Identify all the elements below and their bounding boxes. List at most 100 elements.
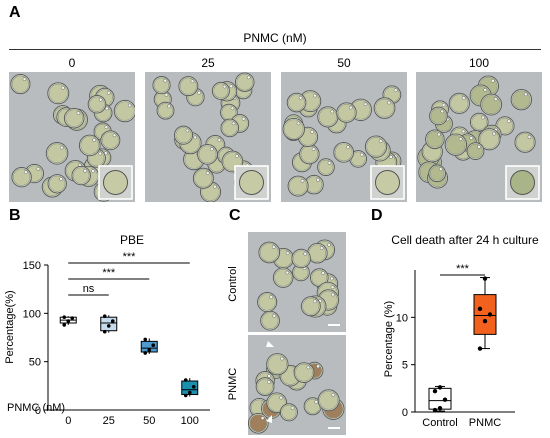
oocyte [173, 125, 194, 145]
data-point [477, 346, 483, 351]
panel-b-title: PBE [119, 233, 144, 247]
arrowhead-icon [266, 415, 272, 423]
box [140, 340, 158, 353]
data-point [477, 306, 483, 312]
oocyte [336, 102, 357, 123]
oocyte [211, 81, 230, 100]
scale-bar [328, 324, 340, 326]
oocyte [234, 72, 255, 93]
data-point [187, 390, 192, 395]
oocyte [220, 118, 240, 138]
oocyte [282, 117, 305, 141]
oocyte [477, 75, 500, 97]
panel-c-label-control: Control [227, 266, 239, 301]
data-point [482, 318, 488, 324]
panel-c-label-pnmc: PNMC [227, 368, 239, 400]
oocyte [425, 129, 445, 150]
oocyte [47, 174, 67, 194]
oocyte [299, 143, 320, 165]
data-point [106, 324, 111, 328]
oocyte [45, 142, 69, 165]
panel-b-xaxis-prefix: PNMC (nM) [7, 402, 66, 414]
oocyte [364, 135, 388, 158]
data-point [442, 397, 448, 402]
inset-oocyte [103, 170, 128, 195]
oocyte [317, 106, 339, 128]
oocyte [78, 134, 101, 157]
oocyte [260, 310, 280, 331]
y-tick-label: 5 [402, 360, 408, 372]
oocyte [257, 291, 278, 313]
x-tick-label: 100 [181, 415, 199, 427]
panel-a-header: PNMC (nM) [243, 31, 307, 45]
micrograph-50nm [281, 72, 407, 202]
panel-b-letter: B [9, 207, 21, 224]
data-point [432, 407, 438, 413]
data-point [437, 385, 443, 390]
data-point [183, 378, 188, 382]
oocyte [47, 82, 70, 105]
oocyte [197, 143, 218, 165]
oocyte [63, 107, 85, 129]
panel-c-letter: C [229, 207, 241, 224]
oocyte [469, 112, 489, 132]
conc-label-0: 0 [68, 56, 76, 70]
y-tick-label: 100 [23, 308, 41, 320]
panel-c-row-labels: Control PNMC [227, 266, 239, 400]
x-tick-label: 0 [65, 415, 71, 427]
oocyte [317, 158, 335, 177]
oocyte [478, 128, 501, 151]
data-point [151, 343, 156, 348]
data-point [437, 406, 443, 411]
x-tick-label: Control [422, 417, 457, 429]
oocyte [248, 412, 269, 434]
micrograph-pnmc [248, 335, 346, 435]
inset-oocyte [239, 170, 264, 195]
data-point [143, 337, 148, 342]
panel-b-chart: Percentage(%) 0 50 100 150 0 25 50 100 ns *** *** [4, 251, 210, 427]
x-tick-label: 50 [143, 415, 155, 427]
significance-label: *** [456, 263, 470, 275]
oocyte [309, 268, 329, 287]
y-tick-label: 0 [35, 405, 41, 417]
data-point [102, 329, 107, 334]
panel-d-title: Cell death after 24 h culture [391, 233, 539, 247]
oocyte [303, 397, 322, 416]
oocyte [230, 114, 250, 133]
oocyte [266, 353, 289, 376]
oocyte [291, 248, 311, 269]
inset-oocyte [375, 170, 400, 195]
oocyte [300, 296, 321, 317]
conc-label-100: 100 [468, 56, 490, 70]
data-point [482, 276, 488, 281]
oocyte [293, 362, 315, 383]
oocyte [373, 97, 396, 119]
oocyte [510, 89, 533, 111]
micrograph-25nm [145, 72, 271, 202]
oocyte [287, 175, 309, 197]
oocyte [349, 150, 368, 168]
significance-label: *** [102, 267, 116, 279]
oocyte [514, 131, 536, 153]
data-point [62, 315, 67, 319]
panel-a-header-rule [9, 49, 541, 50]
panel-d-chart: Percentage (%) 0 5 10 Control PNMC *** [383, 263, 515, 429]
oocyte [272, 267, 294, 288]
oocyte [10, 74, 31, 95]
inset-oocyte [510, 170, 535, 195]
oocyte [448, 92, 470, 114]
data-point [70, 316, 75, 320]
significance-label: *** [123, 251, 137, 263]
micrograph-control [248, 232, 346, 332]
oocyte [156, 101, 175, 120]
oocyte [192, 167, 214, 189]
x-tick-label: PNMC [469, 417, 501, 429]
oocyte [113, 99, 135, 123]
significance-label: ns [83, 283, 95, 295]
oocyte [286, 92, 307, 113]
y-tick-label: 10 [396, 312, 408, 324]
data-point [62, 323, 67, 327]
oocyte [220, 103, 238, 122]
oocyte [428, 164, 446, 183]
x-tick-label: 25 [103, 415, 115, 427]
